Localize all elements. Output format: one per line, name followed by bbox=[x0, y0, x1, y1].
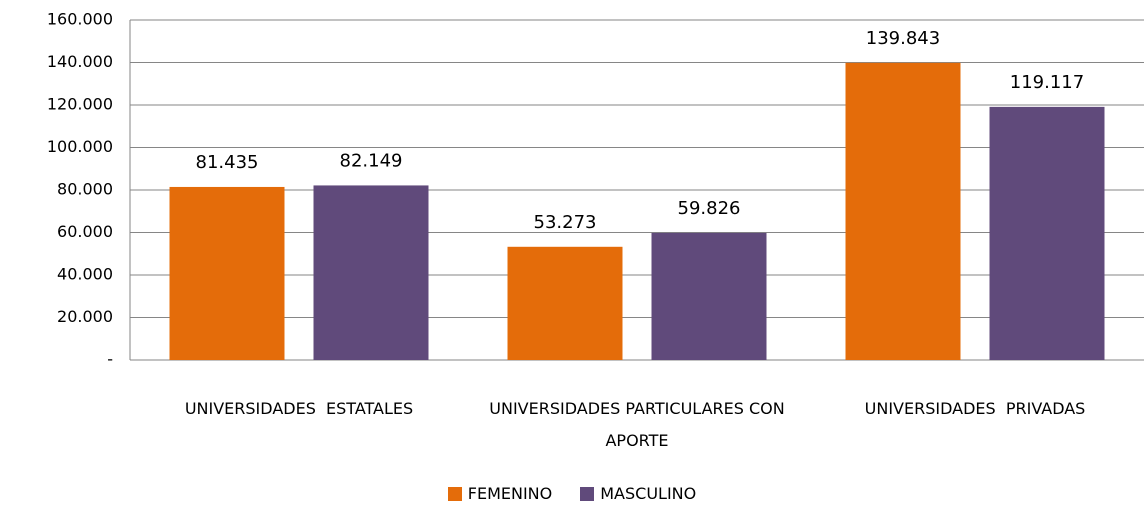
y-tick-label: 60.000 bbox=[57, 222, 113, 241]
bar bbox=[651, 232, 767, 360]
data-label: 53.273 bbox=[534, 212, 597, 233]
legend-label: FEMENINO bbox=[467, 484, 553, 503]
y-tick-label: 140.000 bbox=[47, 52, 113, 71]
y-tick-label: 80.000 bbox=[57, 180, 113, 199]
x-tick-label: UNIVERSIDADES PRIVADAS bbox=[864, 399, 1086, 418]
y-tick-label: 120.000 bbox=[47, 95, 113, 114]
legend-swatch bbox=[447, 486, 462, 501]
bar bbox=[989, 106, 1105, 360]
y-tick-label: 20.000 bbox=[57, 307, 113, 326]
data-label: 81.435 bbox=[196, 152, 259, 173]
legend-item: FEMENINO bbox=[447, 484, 553, 503]
legend-item: MASCULINO bbox=[580, 484, 696, 503]
data-label: 82.149 bbox=[340, 150, 403, 171]
y-tick-label: 160.000 bbox=[47, 10, 113, 29]
x-tick-label: UNIVERSIDADES PARTICULARES CON APORTE bbox=[489, 399, 790, 450]
bar bbox=[169, 186, 285, 360]
plot: - 20.000 40.000 60.000 80.000 100.000 120.000 1… bbox=[47, 10, 1144, 369]
y-tick-label: 40.000 bbox=[57, 265, 113, 284]
bar bbox=[507, 246, 623, 360]
bar bbox=[313, 185, 429, 360]
data-label: 59.826 bbox=[678, 198, 741, 219]
x-tick-label: UNIVERSIDADES ESTATALES bbox=[184, 399, 414, 418]
data-label: 139.843 bbox=[866, 28, 940, 49]
legend: FEMENINO MASCULINO bbox=[0, 484, 1144, 503]
legend-swatch bbox=[580, 486, 595, 501]
bar bbox=[845, 62, 961, 361]
y-tick-label: - bbox=[107, 350, 113, 369]
data-label: 119.117 bbox=[1010, 72, 1084, 93]
legend-label: MASCULINO bbox=[600, 484, 697, 503]
y-tick-label: 100.000 bbox=[47, 137, 113, 156]
